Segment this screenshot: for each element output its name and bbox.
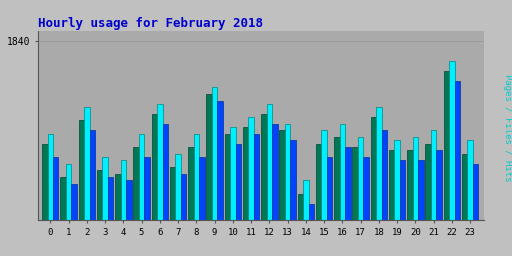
Bar xyxy=(71,184,77,256)
Bar xyxy=(48,134,53,256)
Bar xyxy=(144,157,150,256)
Bar xyxy=(84,107,90,256)
Bar xyxy=(181,174,186,256)
Bar xyxy=(334,137,339,256)
Bar xyxy=(364,157,369,256)
Bar xyxy=(152,114,157,256)
Bar xyxy=(394,140,400,256)
Bar xyxy=(455,81,460,256)
Bar xyxy=(407,150,413,256)
Bar xyxy=(280,130,285,256)
Bar xyxy=(290,140,296,256)
Bar xyxy=(90,130,95,256)
Bar xyxy=(115,174,120,256)
Bar xyxy=(462,154,467,256)
Bar xyxy=(42,144,48,256)
Bar xyxy=(199,157,204,256)
Bar xyxy=(212,87,217,256)
Bar xyxy=(431,130,436,256)
Bar xyxy=(327,157,332,256)
Bar xyxy=(206,94,212,256)
Bar xyxy=(261,114,267,256)
Bar xyxy=(97,170,102,256)
Bar xyxy=(389,150,394,256)
Bar xyxy=(133,147,139,256)
Bar xyxy=(418,160,423,256)
Bar xyxy=(225,134,230,256)
Bar xyxy=(157,104,162,256)
Bar xyxy=(358,137,364,256)
Bar xyxy=(309,204,314,256)
Bar xyxy=(425,144,431,256)
Bar xyxy=(449,61,455,256)
Bar xyxy=(467,140,473,256)
Bar xyxy=(60,177,66,256)
Text: Pages / Files / Hits: Pages / Files / Hits xyxy=(503,74,512,182)
Bar xyxy=(175,154,181,256)
Bar xyxy=(102,157,108,256)
Bar xyxy=(66,164,71,256)
Bar xyxy=(297,194,303,256)
Bar xyxy=(243,127,248,256)
Bar xyxy=(400,160,406,256)
Bar xyxy=(78,121,84,256)
Bar xyxy=(339,124,345,256)
Bar xyxy=(248,117,254,256)
Bar xyxy=(254,134,259,256)
Bar xyxy=(236,144,241,256)
Bar xyxy=(126,180,132,256)
Bar xyxy=(230,127,236,256)
Bar xyxy=(217,101,223,256)
Bar xyxy=(371,117,376,256)
Bar xyxy=(170,167,175,256)
Bar xyxy=(303,180,309,256)
Bar xyxy=(352,147,358,256)
Bar xyxy=(162,124,168,256)
Bar xyxy=(120,160,126,256)
Bar xyxy=(413,137,418,256)
Bar xyxy=(272,124,278,256)
Bar xyxy=(285,124,290,256)
Bar xyxy=(53,157,58,256)
Bar xyxy=(188,147,194,256)
Bar xyxy=(322,130,327,256)
Bar xyxy=(376,107,381,256)
Bar xyxy=(108,177,113,256)
Bar xyxy=(194,134,199,256)
Bar xyxy=(139,134,144,256)
Text: Hourly usage for February 2018: Hourly usage for February 2018 xyxy=(38,17,263,29)
Bar xyxy=(345,147,351,256)
Bar xyxy=(444,71,449,256)
Bar xyxy=(381,130,387,256)
Bar xyxy=(316,144,322,256)
Bar xyxy=(473,164,478,256)
Bar xyxy=(267,104,272,256)
Bar xyxy=(436,150,442,256)
